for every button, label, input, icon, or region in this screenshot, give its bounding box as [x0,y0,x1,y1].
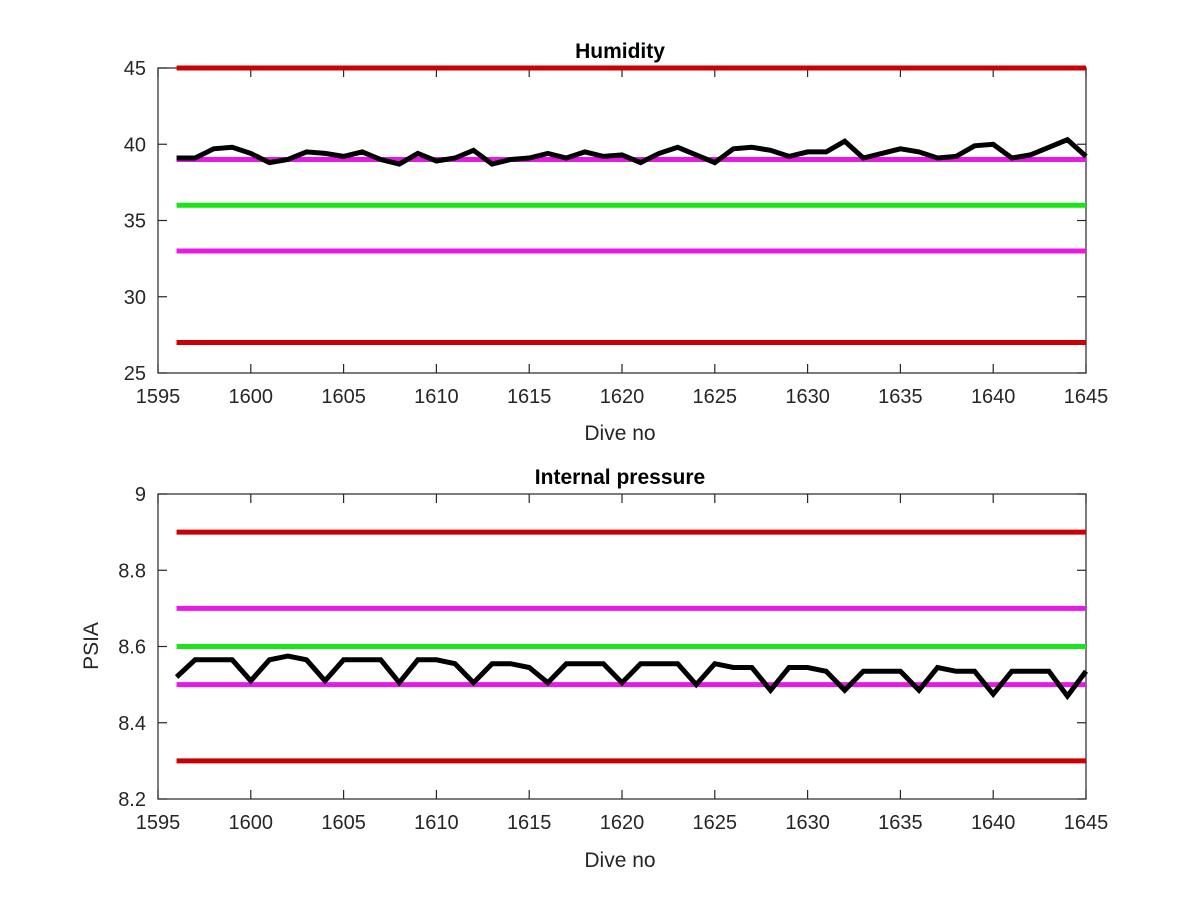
humidity-x-tick-label: 1635 [878,386,923,408]
pressure-x-tick-label: 1640 [971,812,1016,834]
humidity-x-tick-label: 1610 [414,386,459,408]
pressure-x-tick-label: 1620 [600,812,645,834]
pressure-x-tick-label: 1605 [321,812,366,834]
humidity-x-tick-label: 1600 [229,386,274,408]
humidity-reference-lines [176,65,1086,345]
humidity-title: Humidity [575,40,665,63]
humidity-data-line [176,136,1088,167]
pressure-y-tick-label: 8.8 [118,560,146,582]
pressure-x-tick-label: 1610 [414,812,459,834]
humidity-x-tick-label: 1620 [600,386,645,408]
humidity-x-tick-label: 1615 [507,386,552,408]
pressure-y-tick-label: 9 [135,484,146,506]
humidity-x-tick-label: 1645 [1064,386,1109,408]
humidity-y-tick-label: 35 [124,211,146,233]
pressure-x-tick-label: 1625 [693,812,738,834]
humidity-x-tick-label: 1640 [971,386,1016,408]
pressure-ticks: 1595 1600 1605 1610 1615 1620 1625 1630 1635 1640… [118,484,1108,834]
humidity-y-tick-label: 25 [124,363,146,385]
pressure-title: Internal pressure [535,466,705,489]
pressure-data-line [174,653,1089,701]
humidity-x-tick-label: 1630 [785,386,830,408]
humidity-axes-box [157,67,1087,374]
pressure-panel: 1595 1600 1605 1610 1615 1620 1625 1630 1635 1640… [80,466,1108,872]
pressure-y-tick-label: 8.6 [118,637,146,659]
humidity-x-axis-label: Dive no [584,422,655,445]
humidity-y-tick-label: 40 [124,134,146,156]
pressure-series [174,653,1089,701]
pressure-x-tick-label: 1635 [878,812,923,834]
pressure-y-tick-label: 8.2 [118,789,146,811]
pressure-x-tick-label: 1615 [507,812,552,834]
pressure-x-tick-label: 1645 [1064,812,1109,834]
pressure-y-tick-label: 8.4 [118,713,146,735]
humidity-ticks: 1595 1600 1605 1610 1615 1620 1625 1630 1635 1640… [124,58,1109,408]
pressure-reference-lines [176,529,1086,764]
humidity-y-tick-label: 45 [124,58,146,80]
humidity-panel: 1595 1600 1605 1610 1615 1620 1625 1630 1635 1640… [124,40,1109,445]
humidity-y-tick-label: 30 [124,287,146,309]
pressure-x-tick-label: 1600 [229,812,274,834]
pressure-y-axis-label: PSIA [80,622,103,670]
pressure-x-tick-label: 1630 [785,812,830,834]
humidity-x-tick-label: 1625 [693,386,738,408]
humidity-x-tick-label: 1595 [136,386,181,408]
humidity-x-tick-label: 1605 [321,386,366,408]
humidity-series [176,136,1088,167]
pressure-x-tick-label: 1595 [136,812,181,834]
pressure-x-axis-label: Dive no [584,849,655,872]
